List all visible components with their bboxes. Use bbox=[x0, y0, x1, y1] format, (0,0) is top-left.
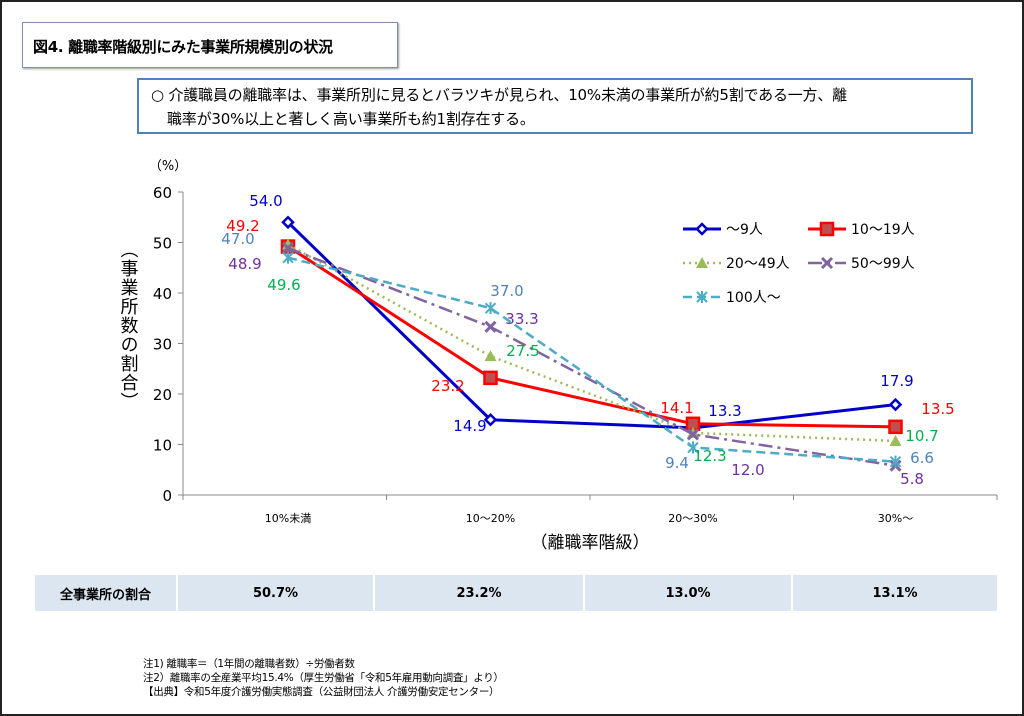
data-label: 17.9 bbox=[880, 372, 913, 390]
diamond-marker bbox=[888, 397, 903, 412]
data-label: 23.2 bbox=[431, 377, 464, 395]
series-line bbox=[287, 243, 896, 443]
y-axis-title: （事業所数の割合） bbox=[118, 240, 139, 411]
data-label: 12.0 bbox=[731, 461, 764, 479]
y-tick-label: 10 bbox=[153, 437, 172, 455]
data-label: 27.5 bbox=[506, 342, 539, 360]
figure-title: 図4. 離職率階級別にみた事業所規模別の状況 bbox=[22, 22, 398, 68]
x-tick-label: 10%未満 bbox=[265, 512, 311, 525]
note-2: 注2）離職率の全産業平均15.4%（厚生労働省「令和5年雇用動向調査」より） bbox=[143, 672, 504, 684]
x-marker bbox=[484, 320, 497, 333]
note-source: 【出典】令和5年度介護労働実態調査（公益財団法人 介護労働安定センター） bbox=[143, 686, 500, 698]
data-label: 12.3 bbox=[693, 447, 726, 465]
legend-label: 10〜19人 bbox=[851, 222, 915, 238]
data-label: 5.8 bbox=[900, 470, 924, 488]
summary-box: ○ 介護職員の離職率は、事業所別に見るとバラツキが見られ、10%未満の事業所が約… bbox=[137, 78, 973, 134]
table-cell: 23.2% bbox=[375, 575, 585, 611]
y-tick-label: 60 bbox=[153, 184, 172, 202]
table-cell: 13.0% bbox=[585, 575, 793, 611]
x-marker bbox=[820, 256, 834, 270]
data-label: 49.6 bbox=[267, 276, 300, 294]
diamond-marker bbox=[695, 222, 709, 236]
table-cell: 50.7% bbox=[178, 575, 375, 611]
legend-label: 〜9人 bbox=[726, 222, 763, 238]
diamond-marker bbox=[483, 412, 498, 427]
asterisk-marker bbox=[484, 302, 497, 315]
y-unit-label: （%） bbox=[149, 159, 187, 174]
y-tick-label: 30 bbox=[153, 336, 172, 354]
x-tick-label: 20〜30% bbox=[668, 512, 717, 525]
series-line bbox=[286, 221, 896, 430]
series-line bbox=[287, 246, 896, 467]
legend-label: 50〜99人 bbox=[851, 256, 915, 272]
table-cell: 13.1% bbox=[872, 585, 918, 601]
summary-line-1: ○ 介護職員の離職率は、事業所別に見るとバラツキが見られ、10%未満の事業所が約… bbox=[151, 86, 847, 104]
data-label: 9.4 bbox=[665, 454, 689, 472]
triangle-marker bbox=[889, 434, 902, 446]
data-label: 49.2 bbox=[226, 217, 259, 235]
data-label: 6.6 bbox=[910, 449, 934, 467]
y-tick-label: 50 bbox=[153, 235, 172, 253]
y-tick-label: 0 bbox=[162, 487, 172, 505]
square-marker bbox=[483, 370, 498, 386]
asterisk-marker bbox=[696, 291, 708, 303]
data-label: 33.3 bbox=[505, 310, 538, 328]
legend-label: 20〜49人 bbox=[726, 256, 790, 272]
series-line bbox=[287, 256, 896, 463]
x-tick-label: 30%〜 bbox=[878, 512, 913, 525]
triangle-marker bbox=[484, 350, 497, 362]
notes: 注1) 離職率＝（1年間の離職者数）÷労働者数 注2）離職率の全産業平均15.4… bbox=[143, 657, 504, 699]
series-line bbox=[287, 245, 896, 429]
legend-label: 100人〜 bbox=[726, 290, 781, 306]
data-label: 37.0 bbox=[490, 282, 523, 300]
square-marker bbox=[819, 221, 835, 237]
x-tick-label: 10〜20% bbox=[466, 512, 515, 525]
asterisk-marker bbox=[282, 251, 294, 264]
summary-line-2: 職率が30%以上と著しく高い事業所も約1割存在する。 bbox=[167, 110, 535, 128]
asterisk-marker bbox=[889, 455, 902, 468]
triangle-marker bbox=[696, 257, 708, 268]
y-tick-label: 20 bbox=[153, 386, 172, 404]
note-1: 注1) 離職率＝（1年間の離職者数）÷労働者数 bbox=[143, 658, 355, 670]
data-label: 14.1 bbox=[660, 399, 693, 417]
diamond-marker bbox=[281, 215, 295, 230]
overall-share-table: 全事業所の割合 50.7% 23.2% 13.0% 13.1% bbox=[35, 575, 997, 611]
data-label: 14.9 bbox=[453, 417, 486, 435]
table-header: 全事業所の割合 bbox=[35, 575, 178, 611]
asterisk-marker bbox=[687, 441, 699, 454]
y-tick-label: 40 bbox=[153, 285, 172, 303]
data-label: 54.0 bbox=[249, 192, 282, 210]
data-label: 47.0 bbox=[221, 230, 254, 248]
data-label: 48.9 bbox=[228, 255, 261, 273]
data-label: 13.3 bbox=[708, 402, 741, 420]
square-marker bbox=[888, 419, 903, 435]
data-label: 13.5 bbox=[921, 400, 954, 418]
x-marker bbox=[686, 428, 700, 441]
x-axis-title: （離職率階級） bbox=[531, 533, 650, 553]
data-label: 10.7 bbox=[905, 427, 938, 445]
x-marker bbox=[281, 241, 295, 255]
